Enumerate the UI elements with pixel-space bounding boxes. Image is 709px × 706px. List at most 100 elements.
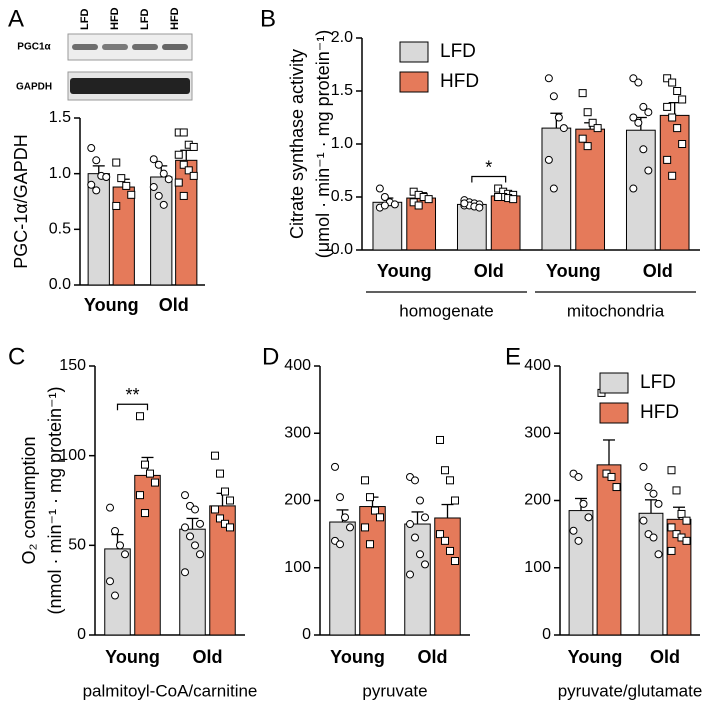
y-tick-label: 0.0 — [331, 241, 353, 258]
panel-letter: B — [260, 5, 276, 32]
data-point — [216, 469, 224, 478]
y-tick-label: 1.5 — [331, 82, 353, 99]
data-point — [179, 160, 188, 169]
data-point — [673, 87, 682, 95]
data-point — [414, 201, 423, 210]
bar — [104, 548, 131, 636]
data-point — [191, 505, 199, 514]
significance-label: ** — [125, 385, 139, 405]
data-point — [92, 186, 101, 195]
y-tick-label: 200 — [524, 492, 551, 509]
data-point — [446, 476, 454, 485]
y-tick-label: 150 — [59, 357, 86, 374]
data-point — [371, 506, 379, 515]
data-point — [136, 491, 144, 500]
y-axis-label: (nmol · min⁻¹ · mg protein⁻¹) — [45, 386, 65, 614]
category-label: Young — [84, 295, 139, 315]
data-point — [424, 195, 433, 204]
data-point — [574, 472, 583, 481]
error-bar — [92, 165, 105, 174]
band-label: PGC1α — [17, 42, 51, 53]
lane-label: LFD — [79, 9, 91, 30]
category-label: Old — [193, 647, 223, 667]
data-point — [116, 541, 124, 550]
data-point — [644, 108, 653, 117]
data-point — [136, 412, 144, 421]
data-point — [667, 523, 676, 532]
bar — [490, 195, 521, 251]
data-point — [216, 514, 224, 523]
data-point — [184, 166, 193, 175]
category-label: Young — [377, 261, 432, 281]
y-axis-label: O₂ consumption — [19, 436, 39, 564]
y-tick-label: 100 — [524, 559, 551, 576]
data-point — [149, 183, 158, 192]
bar — [134, 474, 161, 636]
data-point — [151, 478, 159, 487]
data-point — [221, 487, 229, 496]
y-tick-label: 0 — [77, 626, 86, 643]
significance-bracket — [471, 175, 507, 183]
data-point — [174, 150, 183, 159]
y-axis-label: Citrate synthase activity — [287, 49, 307, 239]
x-axis-label: palmitoyl-CoA/carnitine — [83, 681, 258, 700]
data-point — [380, 193, 389, 201]
legend-swatch — [399, 71, 429, 93]
y-tick-label: 0 — [542, 626, 551, 643]
data-point — [451, 557, 459, 566]
data-point — [678, 140, 687, 148]
y-tick-label: 400 — [524, 357, 551, 374]
category-label: Old — [159, 295, 189, 315]
data-point — [406, 570, 414, 579]
legend-label: LFD — [440, 41, 476, 62]
lane-label: HFD — [109, 7, 121, 30]
error-bar — [411, 511, 424, 525]
error-bar — [603, 439, 615, 465]
data-point — [122, 181, 131, 190]
data-point — [421, 560, 429, 569]
data-point — [196, 550, 204, 559]
data-point — [460, 199, 469, 208]
y-tick-label: 0 — [302, 626, 311, 643]
data-point — [211, 451, 219, 460]
data-point — [366, 493, 374, 502]
data-point — [366, 540, 374, 549]
data-point — [559, 124, 568, 133]
y-tick-label: 200 — [284, 492, 311, 509]
bar — [404, 523, 431, 636]
legend-swatch — [599, 372, 629, 394]
data-point — [341, 513, 349, 522]
blot-band — [132, 44, 158, 50]
data-point — [644, 166, 653, 175]
group-label: homogenate — [399, 301, 494, 320]
data-point — [390, 200, 399, 209]
data-point — [141, 460, 149, 469]
lane-label: HFD — [169, 7, 181, 30]
data-point — [189, 171, 198, 180]
data-point — [196, 519, 204, 528]
data-point — [612, 483, 621, 492]
panel-letter: A — [8, 5, 24, 32]
data-point — [411, 533, 419, 542]
data-point — [574, 536, 583, 545]
panel-letter: D — [262, 343, 279, 370]
band-label: GAPDH — [16, 82, 52, 93]
data-point — [663, 74, 672, 83]
error-bar — [186, 517, 199, 530]
data-point — [544, 74, 553, 83]
data-point — [494, 193, 503, 201]
data-point — [673, 124, 682, 133]
y-axis-label: (μmol · min⁻¹ · mg protein⁻¹) — [313, 30, 333, 258]
data-point — [87, 144, 96, 153]
data-point — [336, 493, 344, 502]
data-point — [186, 532, 194, 541]
data-point — [189, 142, 198, 151]
data-point — [112, 158, 121, 167]
data-point — [629, 113, 638, 122]
data-point — [583, 142, 592, 151]
data-point — [639, 102, 648, 111]
category-label: Young — [105, 647, 160, 667]
data-point — [649, 533, 658, 542]
data-point — [102, 173, 111, 182]
y-tick-label: 0.5 — [331, 188, 353, 205]
